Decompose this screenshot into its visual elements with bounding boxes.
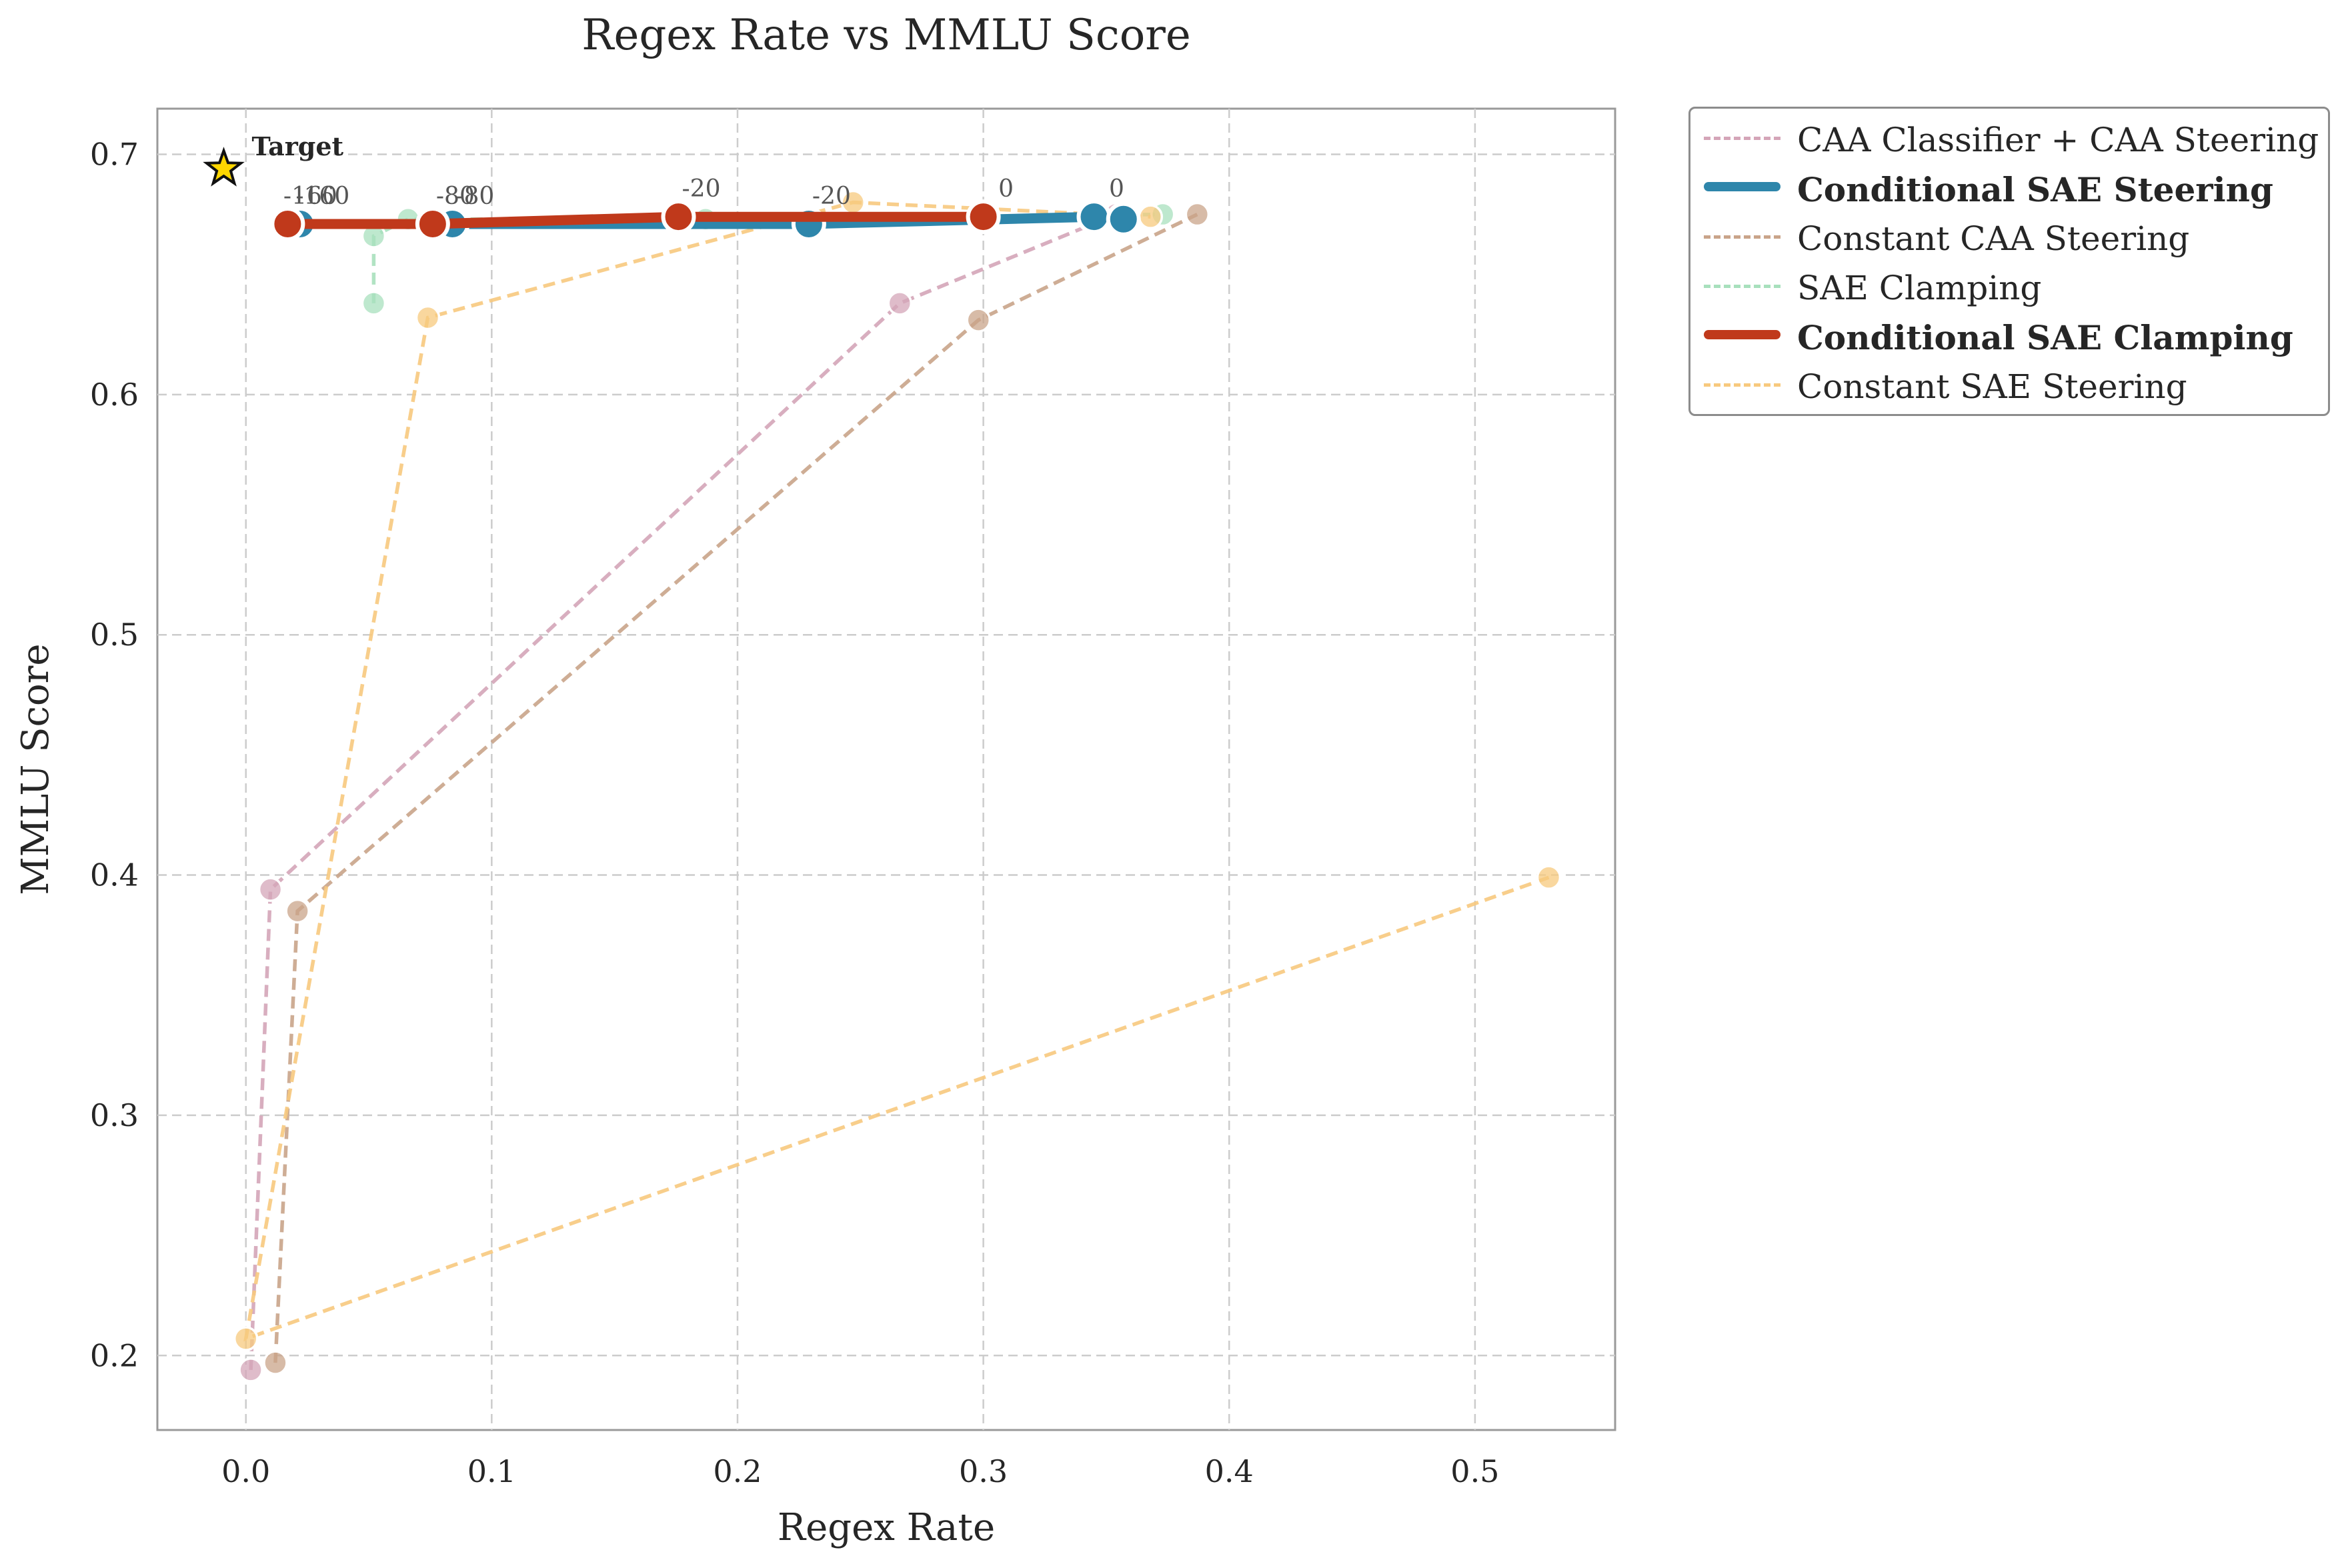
data-point xyxy=(238,1357,263,1383)
data-point xyxy=(1106,201,1141,237)
legend-swatch xyxy=(1704,383,1781,387)
x-tick-label: 0.3 xyxy=(959,1453,1008,1489)
point-label: -20 xyxy=(682,175,721,203)
target-label: Target xyxy=(252,131,344,161)
y-tick-label: 0.3 xyxy=(90,1097,139,1133)
legend-label: Constant SAE Steering xyxy=(1797,367,2187,406)
axis-ticks: 0.0 0.1 0.2 0.3 0.4 0.5 0.2 0.3 0.4 0.5 0.6 0.7 xyxy=(90,136,1500,1489)
legend-swatch xyxy=(1704,182,1781,191)
legend-item-sae-clamping: SAE Clamping xyxy=(1690,262,2328,311)
point-label: 0 xyxy=(1109,175,1124,203)
legend-item-conditional-sae-steering: Conditional SAE Steering xyxy=(1690,163,2328,213)
y-tick-label: 0.6 xyxy=(90,377,139,413)
x-tick-label: 0.5 xyxy=(1450,1453,1499,1489)
series-constant-caa-steering xyxy=(263,201,1210,1375)
legend-item-caa-classifier-caa-steering: CAA Classifier + CAA Steering xyxy=(1690,114,2328,163)
point-label: -160 xyxy=(283,183,337,210)
point-label: -80 xyxy=(436,183,475,210)
data-point xyxy=(270,206,305,241)
x-tick-label: 0.0 xyxy=(221,1453,270,1489)
legend-item-conditional-sae-clamping: Conditional SAE Clamping xyxy=(1690,311,2328,361)
legend-label: Conditional SAE Steering xyxy=(1797,170,2273,209)
data-point xyxy=(285,898,310,924)
legend-item-constant-caa-steering: Constant CAA Steering xyxy=(1690,213,2328,262)
data-point xyxy=(661,199,696,235)
legend-item-constant-sae-steering: Constant SAE Steering xyxy=(1690,361,2328,410)
point-labels: -160 -80 -20 0 -160 -80 -20 0 xyxy=(283,175,1124,210)
data-point xyxy=(361,291,387,316)
y-tick-label: 0.7 xyxy=(90,136,139,172)
y-tick-label: 0.2 xyxy=(90,1337,139,1373)
series-line xyxy=(282,211,989,229)
series-line xyxy=(249,213,1117,1371)
legend-swatch xyxy=(1704,235,1781,239)
point-label: 0 xyxy=(998,175,1014,203)
target-star-icon xyxy=(203,147,245,187)
series-line xyxy=(273,213,1198,1363)
grid xyxy=(157,109,1615,1430)
series-constant-sae-steering xyxy=(233,189,1562,1351)
point-label: -80 xyxy=(455,183,494,210)
legend-swatch xyxy=(1704,330,1781,339)
data-point xyxy=(233,1326,259,1351)
data-point xyxy=(887,291,913,316)
legend-swatch xyxy=(1704,285,1781,288)
data-point xyxy=(966,307,991,333)
data-point xyxy=(1184,201,1210,227)
x-tick-label: 0.1 xyxy=(467,1453,516,1489)
legend-label: Conditional SAE Clamping xyxy=(1797,318,2293,357)
x-tick-label: 0.4 xyxy=(1205,1453,1254,1489)
legend-label: SAE Clamping xyxy=(1797,269,2042,307)
legend-label: Constant CAA Steering xyxy=(1797,219,2190,258)
data-point xyxy=(1138,204,1164,229)
chart-title: Regex Rate vs MMLU Score xyxy=(581,11,1190,60)
legend-label: CAA Classifier + CAA Steering xyxy=(1797,121,2319,159)
point-label: -160 xyxy=(295,183,349,210)
data-point xyxy=(966,199,1001,235)
data-point xyxy=(1076,199,1112,235)
point-label: -20 xyxy=(812,183,851,210)
data-point xyxy=(415,206,450,241)
legend: CAA Classifier + CAA Steering Conditiona… xyxy=(1688,107,2330,416)
series-group xyxy=(233,189,1562,1383)
data-point xyxy=(263,1350,288,1375)
x-tick-label: 0.2 xyxy=(713,1453,762,1489)
x-axis-label: Regex Rate xyxy=(778,1506,995,1549)
target-marker: Target xyxy=(203,131,344,187)
y-axis-label: MMLU Score xyxy=(14,643,57,895)
data-point xyxy=(1536,865,1562,890)
series-conditional-sae-clamping xyxy=(270,199,1001,241)
series-line xyxy=(371,212,1163,303)
y-tick-label: 0.4 xyxy=(90,857,139,893)
y-tick-label: 0.5 xyxy=(90,617,139,653)
legend-swatch xyxy=(1704,137,1781,140)
data-point xyxy=(415,305,441,331)
data-point xyxy=(257,877,283,902)
